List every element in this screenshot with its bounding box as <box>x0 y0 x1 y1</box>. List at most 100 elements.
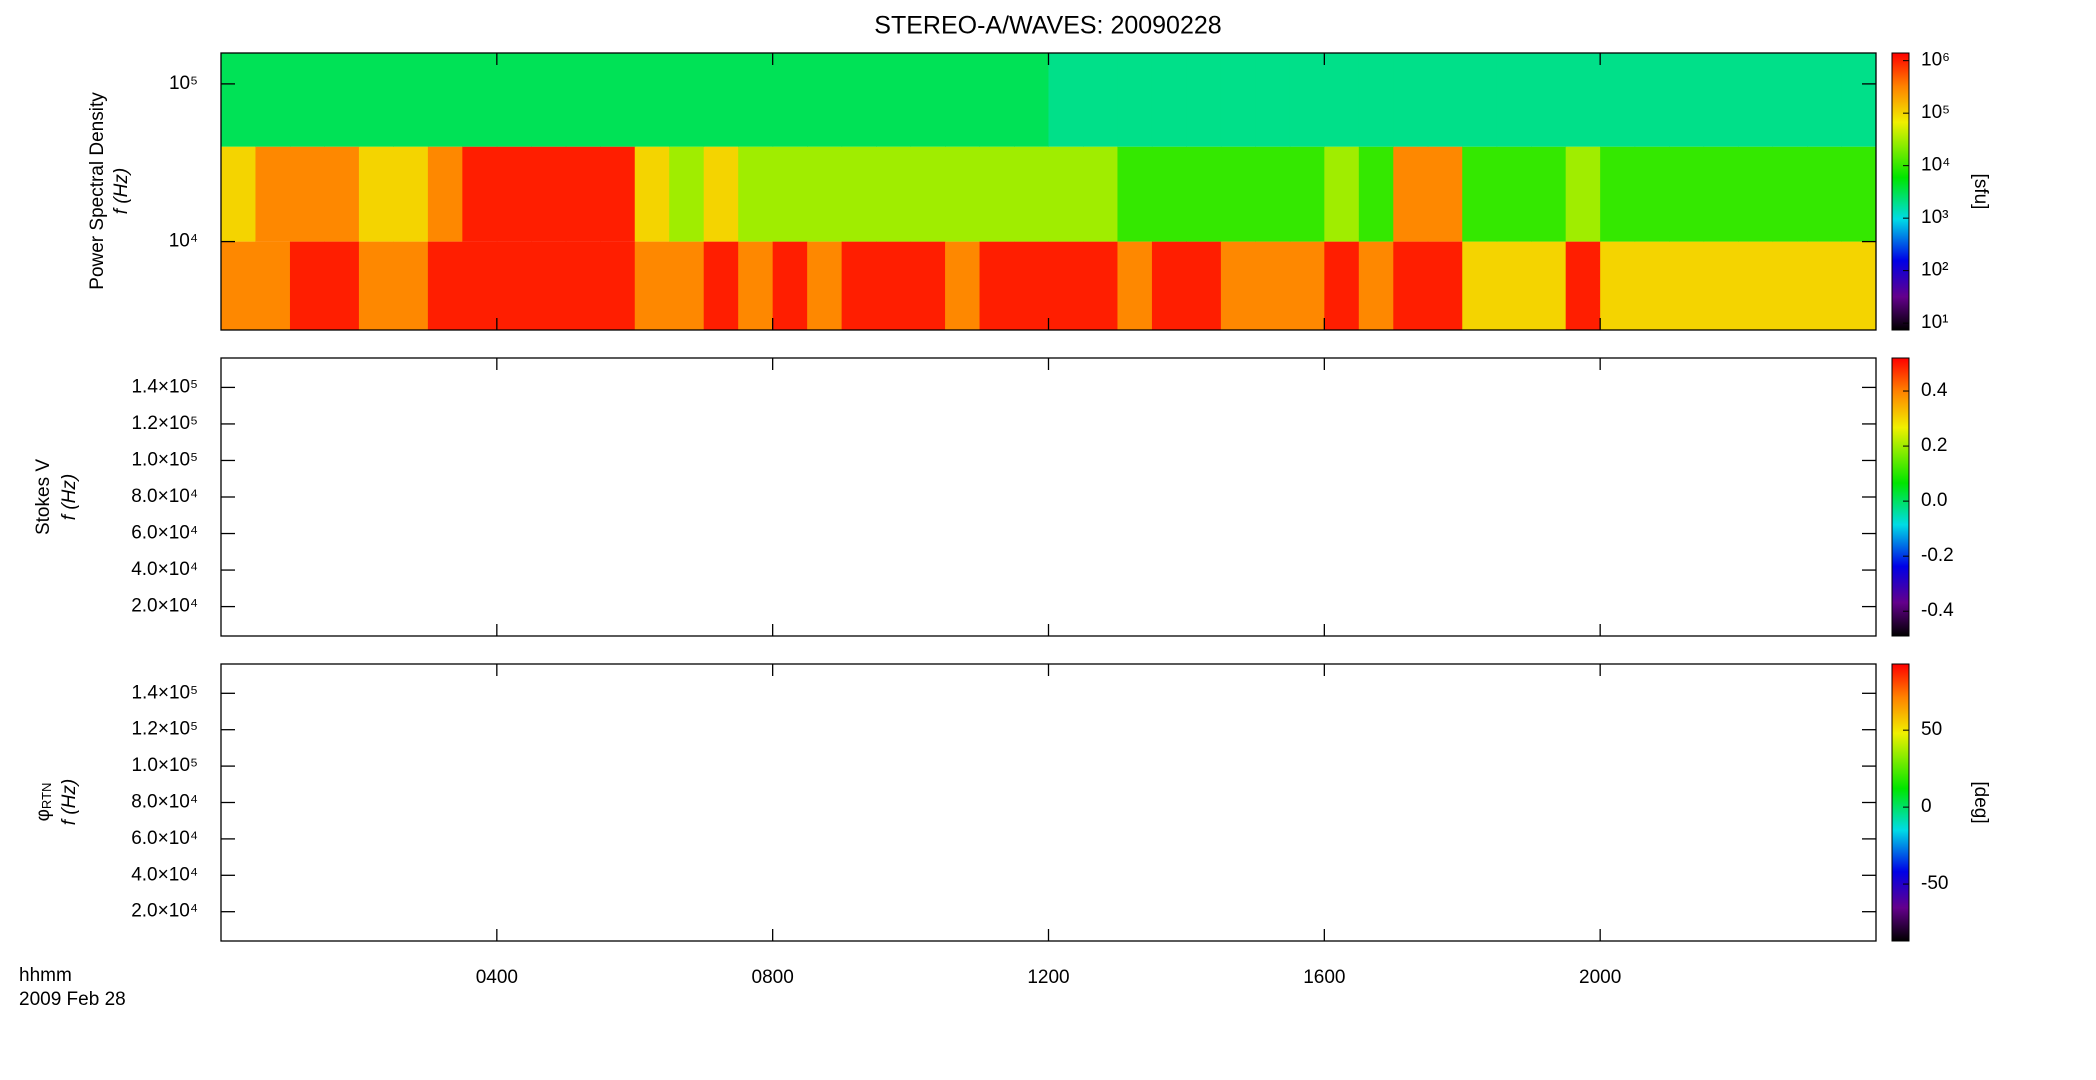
y-axis-label: f (Hz) <box>59 474 80 520</box>
heatmap-cell <box>1462 146 1498 242</box>
y-tick-label: 1.2×10⁵ <box>131 719 198 740</box>
heatmap-cell <box>1565 241 1601 330</box>
heatmap-cell <box>945 241 981 330</box>
heatmap-cell <box>841 241 877 330</box>
heatmap-cell <box>427 146 463 242</box>
heatmap-cell <box>807 53 843 147</box>
heatmap-cell <box>1427 146 1463 242</box>
y-tick-label: 6.0×10⁴ <box>131 523 198 544</box>
heatmap-cell <box>703 241 739 330</box>
heatmap-cell <box>1841 53 1877 147</box>
heatmap-cell <box>1393 146 1429 242</box>
colorbar <box>1891 663 1910 942</box>
heatmap-cell <box>669 53 705 147</box>
y-axis-label: φRTN <box>33 783 54 822</box>
heatmap-cell <box>772 241 808 330</box>
heatmap-cell <box>979 146 1015 242</box>
heatmap-cell <box>772 53 808 147</box>
heatmap-cell <box>910 241 946 330</box>
heatmap-cell <box>1014 241 1049 330</box>
heatmap-cell <box>876 53 912 147</box>
y-tick-label: 1.4×10⁵ <box>131 376 198 397</box>
heatmap-cell <box>1255 241 1291 330</box>
heatmap-cell <box>910 53 946 147</box>
heatmap-cell <box>1600 241 1636 330</box>
heatmap-cell <box>669 241 705 330</box>
heatmap-cell <box>565 241 601 330</box>
heatmap-cell <box>1772 146 1808 242</box>
x-axis-label: hhmm <box>19 965 72 986</box>
y-tick-label: 10⁵ <box>169 73 198 94</box>
heatmap-cell <box>1151 146 1187 242</box>
heatmap-cell <box>565 53 601 147</box>
heatmap-cell <box>393 241 429 330</box>
y-tick-label: 1.0×10⁵ <box>131 449 198 470</box>
heatmap-cell <box>1289 53 1325 147</box>
heatmap-cell <box>255 241 291 330</box>
y-tick-label: 6.0×10⁴ <box>131 828 198 849</box>
y-tick-label: 4.0×10⁴ <box>131 864 198 885</box>
heatmap-cell <box>1048 53 1084 147</box>
heatmap-cell <box>945 146 981 242</box>
heatmap-cell <box>1082 241 1118 330</box>
colorbar-label: [deg] <box>1970 781 1991 823</box>
heatmap-cell <box>1186 53 1222 147</box>
heatmap-cell <box>669 146 705 242</box>
heatmap-cell <box>1324 146 1360 242</box>
heatmap-cell <box>1117 241 1153 330</box>
heatmap-cell <box>255 53 291 147</box>
colorbar-tick-label: 0 <box>1921 796 1932 817</box>
heatmap-cell <box>1807 241 1843 330</box>
heatmap-cell <box>1220 53 1256 147</box>
heatmap-cell <box>462 53 498 147</box>
heatmap-cell <box>255 146 291 242</box>
heatmap-cell <box>462 146 498 242</box>
heatmap-cell <box>324 241 360 330</box>
y-tick-label: 4.0×10⁴ <box>131 559 198 580</box>
heatmap-cell <box>1600 146 1636 242</box>
heatmap-cell <box>1496 146 1532 242</box>
colorbar-label: [sfu] <box>1970 174 1991 210</box>
y-axis-symbol: φ <box>33 809 54 821</box>
chart-title: STEREO-A/WAVES: 20090228 <box>874 12 1221 40</box>
heatmap-cell <box>324 53 360 147</box>
heatmap-cell <box>1772 53 1808 147</box>
heatmap-cell <box>1393 53 1429 147</box>
heatmap-cell <box>1807 53 1843 147</box>
colorbar <box>1891 357 1910 637</box>
colorbar-tick-label: 10⁴ <box>1921 155 1950 176</box>
heatmap-cell <box>1358 53 1394 147</box>
heatmap-cell <box>1048 146 1084 242</box>
heatmap-cell <box>1531 241 1567 330</box>
heatmap-cell <box>772 146 808 242</box>
y-tick-label: 10⁴ <box>169 231 198 252</box>
heatmap-cell <box>1220 241 1256 330</box>
y-tick-label: 8.0×10⁴ <box>131 792 198 813</box>
x-tick-label: 1600 <box>1303 967 1345 988</box>
heatmap-cell <box>1358 146 1394 242</box>
y-tick-label: 2.0×10⁴ <box>131 901 198 922</box>
heatmap-cell <box>1669 146 1705 242</box>
heatmap-cell <box>1772 241 1808 330</box>
heatmap-cell <box>841 53 877 147</box>
heatmap-cell <box>1186 241 1222 330</box>
y-axis-label: f (Hz) <box>111 168 132 214</box>
heatmap-cell <box>1531 146 1567 242</box>
heatmap-cell <box>1427 241 1463 330</box>
colorbar-tick-label: 0.4 <box>1921 380 1948 401</box>
x-tick-label: 2000 <box>1579 967 1621 988</box>
heatmap-cell <box>1703 146 1739 242</box>
heatmap-cell <box>358 146 394 242</box>
heatmap-cell <box>1703 241 1739 330</box>
heatmap-cell <box>1117 53 1153 147</box>
heatmap-cell <box>1841 146 1877 242</box>
heatmap-cell <box>289 241 325 330</box>
colorbar-tick-label: 50 <box>1921 719 1942 740</box>
heatmap-cell <box>1634 53 1670 147</box>
heatmap-cell <box>531 53 567 147</box>
heatmap-cell <box>1565 146 1601 242</box>
heatmap-cell <box>496 53 532 147</box>
heatmap-cell <box>1496 53 1532 147</box>
